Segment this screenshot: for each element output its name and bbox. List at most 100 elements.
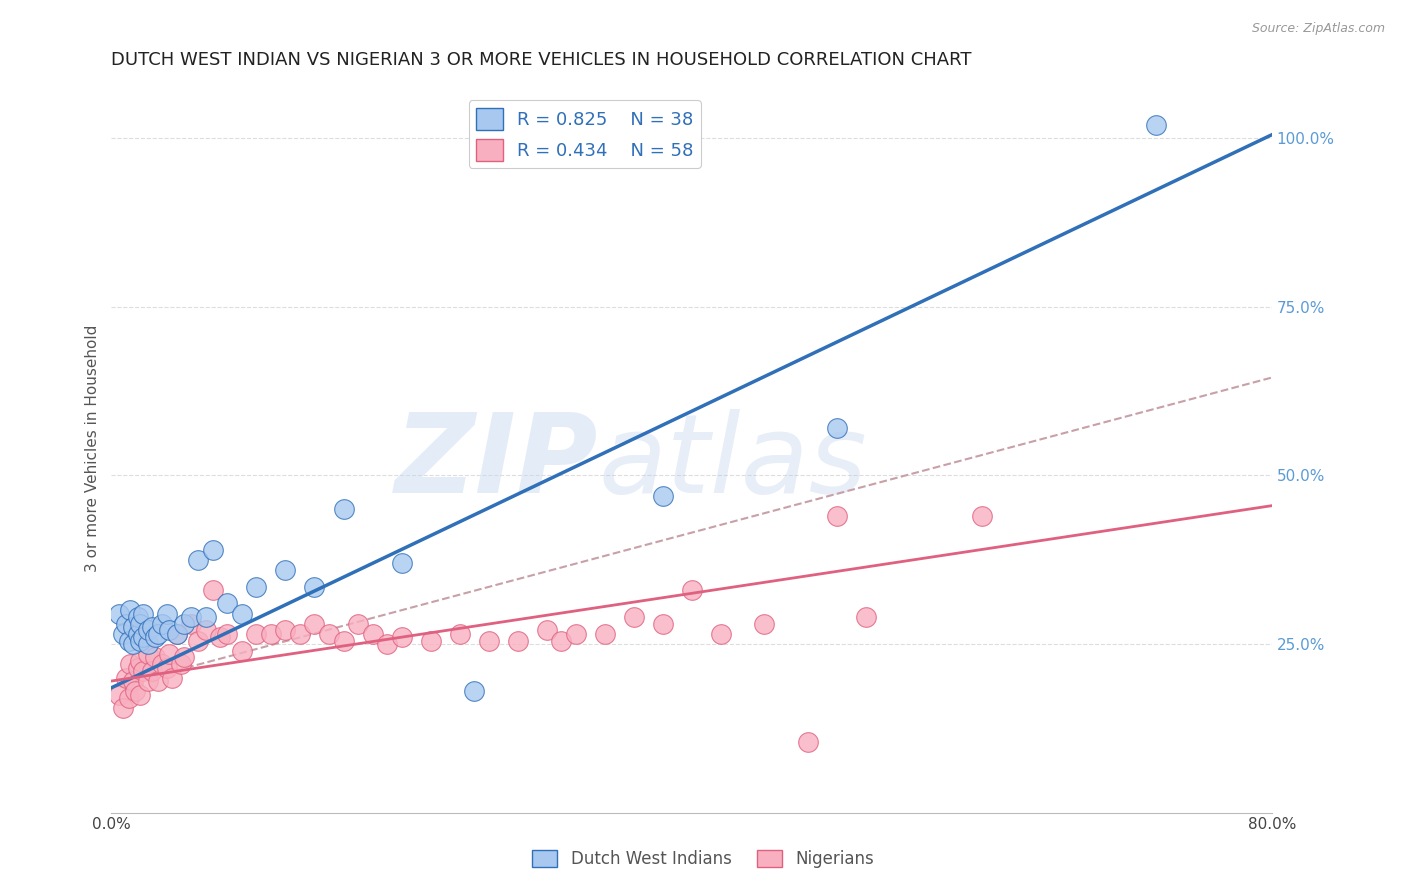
Point: [375, 637, 398, 651]
Text: atlas: atlas: [599, 409, 868, 516]
Point: [419, 633, 441, 648]
Point: [146, 627, 169, 641]
Point: [107, 688, 129, 702]
Point: [122, 637, 145, 651]
Point: [536, 624, 558, 638]
Point: [564, 627, 586, 641]
Point: [107, 607, 129, 621]
Point: [231, 643, 253, 657]
Point: [651, 489, 673, 503]
Point: [347, 616, 370, 631]
Point: [754, 616, 776, 631]
Point: [155, 660, 177, 674]
Point: [477, 633, 499, 648]
Point: [115, 671, 138, 685]
Point: [136, 637, 159, 651]
Point: [391, 556, 413, 570]
Point: [136, 673, 159, 688]
Point: [155, 607, 177, 621]
Point: [124, 684, 146, 698]
Point: [681, 582, 703, 597]
Point: [825, 508, 848, 523]
Point: [463, 684, 485, 698]
Point: [136, 647, 159, 661]
Point: [332, 633, 354, 648]
Point: [274, 563, 297, 577]
Point: [304, 616, 326, 631]
Legend: R = 0.825    N = 38, R = 0.434    N = 58: R = 0.825 N = 38, R = 0.434 N = 58: [468, 101, 702, 168]
Point: [129, 688, 152, 702]
Point: [150, 616, 173, 631]
Point: [143, 630, 166, 644]
Point: [120, 603, 142, 617]
Point: [855, 610, 877, 624]
Point: [304, 580, 326, 594]
Point: [593, 627, 616, 641]
Point: [318, 627, 340, 641]
Text: Source: ZipAtlas.com: Source: ZipAtlas.com: [1251, 22, 1385, 36]
Point: [274, 624, 297, 638]
Point: [180, 616, 202, 631]
Point: [623, 610, 645, 624]
Point: [796, 735, 818, 749]
Point: [166, 627, 188, 641]
Point: [136, 624, 159, 638]
Point: [120, 657, 142, 672]
Point: [201, 582, 224, 597]
Text: ZIP: ZIP: [395, 409, 599, 516]
Point: [166, 627, 188, 641]
Point: [651, 616, 673, 631]
Point: [159, 647, 181, 661]
Point: [180, 610, 202, 624]
Point: [127, 660, 149, 674]
Point: [111, 701, 134, 715]
Point: [111, 627, 134, 641]
Point: [970, 508, 993, 523]
Point: [361, 627, 384, 641]
Point: [162, 671, 184, 685]
Point: [209, 630, 232, 644]
Point: [332, 502, 354, 516]
Point: [201, 542, 224, 557]
Point: [132, 664, 155, 678]
Point: [260, 627, 283, 641]
Point: [141, 620, 163, 634]
Point: [132, 630, 155, 644]
Point: [173, 616, 195, 631]
Y-axis label: 3 or more Vehicles in Household: 3 or more Vehicles in Household: [86, 325, 100, 572]
Point: [150, 657, 173, 672]
Point: [1144, 118, 1167, 132]
Point: [245, 627, 267, 641]
Point: [550, 633, 572, 648]
Point: [115, 616, 138, 631]
Point: [122, 620, 145, 634]
Point: [194, 610, 217, 624]
Point: [506, 633, 529, 648]
Point: [129, 654, 152, 668]
Point: [146, 673, 169, 688]
Point: [127, 610, 149, 624]
Text: DUTCH WEST INDIAN VS NIGERIAN 3 OR MORE VEHICLES IN HOUSEHOLD CORRELATION CHART: DUTCH WEST INDIAN VS NIGERIAN 3 OR MORE …: [111, 51, 972, 69]
Point: [710, 627, 733, 641]
Point: [187, 552, 209, 566]
Point: [245, 580, 267, 594]
Point: [825, 421, 848, 435]
Point: [132, 607, 155, 621]
Point: [187, 633, 209, 648]
Point: [173, 650, 195, 665]
Point: [170, 657, 193, 672]
Point: [159, 624, 181, 638]
Point: [449, 627, 471, 641]
Point: [118, 690, 141, 705]
Point: [217, 627, 239, 641]
Point: [118, 633, 141, 648]
Point: [122, 673, 145, 688]
Point: [217, 597, 239, 611]
Point: [143, 650, 166, 665]
Point: [194, 624, 217, 638]
Point: [129, 633, 152, 648]
Point: [391, 630, 413, 644]
Legend: Dutch West Indians, Nigerians: Dutch West Indians, Nigerians: [526, 843, 880, 875]
Point: [127, 627, 149, 641]
Point: [231, 607, 253, 621]
